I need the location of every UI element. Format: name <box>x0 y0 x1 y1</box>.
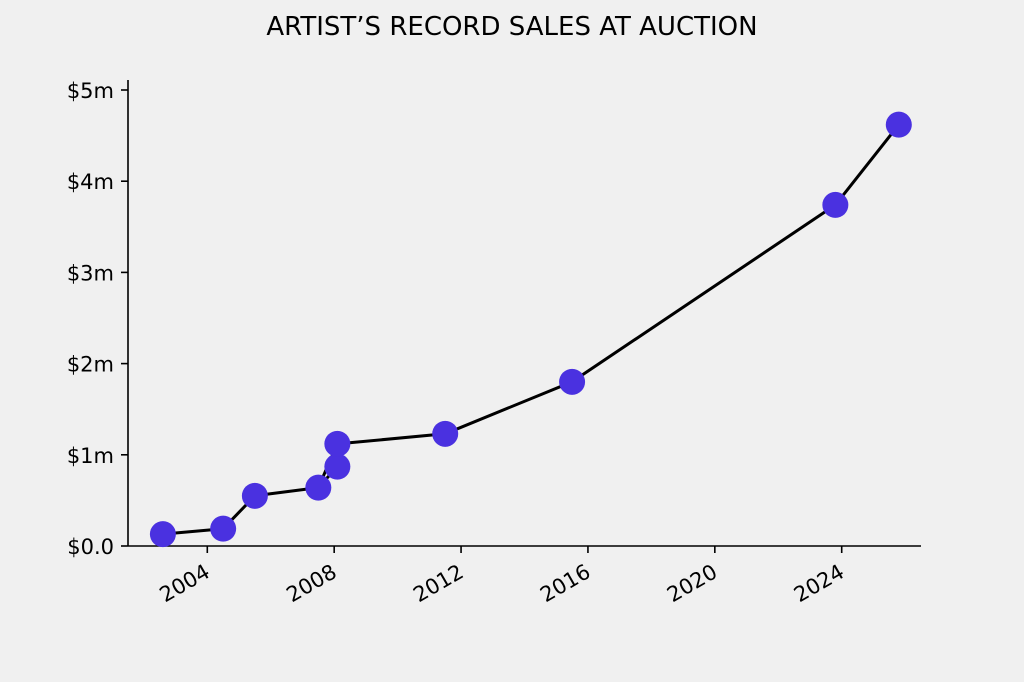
series-line <box>162 123 900 536</box>
x-tick-label: 2004 <box>156 560 214 608</box>
axes: $0.0 $1m $2m $3m $4m $5m 2004 2008 2012 2016 2020 2… <box>67 79 921 607</box>
data-point <box>559 368 586 395</box>
data-point <box>324 453 351 480</box>
series-marks <box>149 111 912 548</box>
y-tick-label: $4m <box>67 170 114 194</box>
data-point <box>324 430 351 457</box>
y-tick-label: $2m <box>67 353 114 377</box>
data-point <box>885 111 912 138</box>
y-tick-label: $5m <box>67 79 114 103</box>
x-tick-label: 2008 <box>282 560 340 608</box>
x-tick-label: 2020 <box>663 560 721 608</box>
data-point <box>822 191 849 218</box>
y-tick-label: $3m <box>67 261 114 285</box>
data-point <box>149 521 176 548</box>
data-point <box>305 474 332 501</box>
x-tick-label: 2016 <box>536 560 594 608</box>
data-point <box>432 420 459 447</box>
y-tick-label: $0.0 <box>67 535 114 559</box>
x-tick-label: 2012 <box>409 560 467 608</box>
x-tick-label: 2024 <box>790 560 848 608</box>
y-tick-label: $1m <box>67 444 114 468</box>
data-point <box>241 482 268 509</box>
chart-title: ARTIST’S RECORD SALES AT AUCTION <box>266 12 757 42</box>
data-point <box>210 515 237 542</box>
